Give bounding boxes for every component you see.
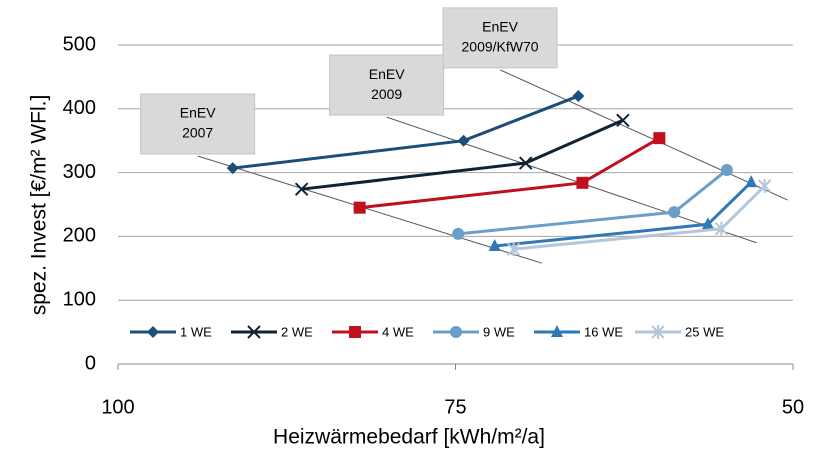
legend-marker	[247, 325, 261, 339]
y-axis-title: spez. Invest [€/m² WFl.]	[28, 95, 51, 316]
annotation-box	[329, 54, 445, 116]
marker	[488, 238, 501, 251]
annotation-text: 2009/KfW70	[462, 39, 539, 55]
legend-label: 4 WE	[382, 324, 414, 339]
marker	[745, 175, 758, 188]
annotation-text: EnEV	[180, 105, 216, 121]
legend-label: 9 WE	[483, 324, 515, 339]
marker	[457, 134, 470, 147]
y-tick-label: 100	[63, 288, 96, 310]
annotation-box	[140, 93, 256, 155]
reference-line	[386, 116, 757, 244]
marker	[452, 227, 465, 240]
reference-line	[499, 69, 788, 201]
y-tick-label: 300	[63, 161, 96, 183]
legend-label: 25 WE	[685, 324, 724, 339]
annotation-text: 2007	[182, 125, 213, 141]
marker	[353, 201, 366, 214]
reference-line	[197, 155, 543, 264]
x-tick-label: 100	[101, 396, 134, 418]
y-tick-label: 500	[63, 33, 96, 55]
marker	[720, 164, 733, 177]
marker	[294, 182, 309, 196]
legend-marker	[450, 326, 462, 338]
legend-label: 1 WE	[180, 324, 212, 339]
y-tick-label: 200	[63, 225, 96, 247]
marker	[576, 176, 589, 189]
legend-label: 16 WE	[584, 324, 623, 339]
marker	[506, 242, 521, 257]
x-tick-label: 50	[782, 396, 804, 418]
marker	[572, 90, 585, 103]
annotation-text: EnEV	[369, 66, 405, 82]
annotation-text: EnEV	[482, 19, 518, 35]
legend-marker	[147, 326, 159, 338]
marker	[757, 178, 772, 193]
y-tick-label: 400	[63, 97, 96, 119]
legend-marker	[349, 326, 361, 338]
y-tick-label: 0	[85, 352, 96, 374]
marker	[653, 132, 666, 145]
x-axis-title: Heizwärmebedarf [kWh/m²/a]	[273, 426, 545, 449]
marker	[616, 113, 630, 127]
annotation-box	[442, 7, 558, 69]
annotation-text: 2009	[371, 86, 402, 102]
legend-marker	[551, 325, 563, 337]
series-line	[458, 168, 728, 236]
marker	[714, 221, 729, 236]
marker	[668, 206, 681, 219]
marker	[701, 217, 714, 230]
marker	[226, 162, 239, 175]
legend-label: 2 WE	[281, 324, 313, 339]
x-tick-label: 75	[444, 396, 466, 418]
legend-marker	[651, 325, 665, 339]
marker	[518, 156, 533, 170]
